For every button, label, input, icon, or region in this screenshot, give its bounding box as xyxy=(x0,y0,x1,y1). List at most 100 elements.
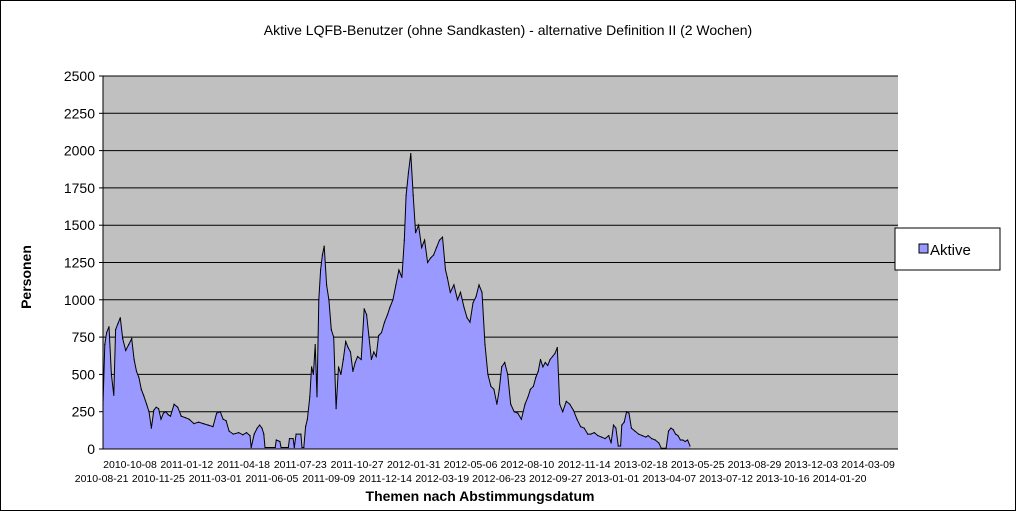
data-point xyxy=(380,332,383,334)
data-point xyxy=(320,269,322,271)
data-point xyxy=(623,421,625,423)
data-point xyxy=(647,435,649,437)
data-point xyxy=(672,429,674,431)
data-point xyxy=(321,254,323,256)
data-point xyxy=(238,432,240,434)
data-point xyxy=(513,411,515,413)
data-point xyxy=(173,403,175,405)
data-point xyxy=(143,394,145,396)
x-tick-label: 2013-12-03 xyxy=(784,459,838,471)
data-point xyxy=(449,291,451,293)
data-point xyxy=(115,329,117,331)
y-tick-label: 1250 xyxy=(64,255,95,271)
data-point xyxy=(587,433,589,435)
data-point xyxy=(389,306,391,308)
area-series-layer xyxy=(102,153,691,449)
x-tick-label: 2012-05-06 xyxy=(444,459,498,471)
data-point xyxy=(263,433,265,435)
data-point xyxy=(256,427,258,429)
x-tick-label: 2010-11-25 xyxy=(132,473,185,485)
data-point xyxy=(106,332,108,334)
chart-title: Aktive LQFB-Benutzer (ohne Sandkasten) -… xyxy=(264,22,752,38)
x-tick-label: 2011-03-01 xyxy=(189,473,242,485)
x-tick-label: 2010-08-21 xyxy=(75,473,129,485)
data-point xyxy=(342,358,344,361)
y-axis-title: Personen xyxy=(18,245,34,309)
data-point xyxy=(459,291,462,293)
data-point xyxy=(335,408,337,410)
data-point xyxy=(326,284,328,286)
data-point xyxy=(572,409,575,411)
data-point xyxy=(337,366,340,368)
data-point xyxy=(667,430,670,432)
y-tick-label: 500 xyxy=(72,366,96,382)
data-point xyxy=(628,412,630,414)
data-point xyxy=(167,414,169,416)
data-point xyxy=(569,403,571,405)
data-point xyxy=(410,153,412,155)
data-point xyxy=(158,408,160,410)
data-point xyxy=(675,433,677,435)
data-point xyxy=(403,239,405,241)
area-fill-aktive xyxy=(103,153,690,449)
data-point xyxy=(113,394,115,396)
data-point xyxy=(478,284,480,286)
data-point xyxy=(177,406,179,408)
data-point xyxy=(456,299,459,301)
data-point xyxy=(222,418,224,420)
data-point xyxy=(684,440,686,443)
data-point xyxy=(549,358,551,361)
x-tick-label: 2013-08-29 xyxy=(728,459,782,471)
data-point xyxy=(398,269,400,271)
x-tick-label: 2013-07-12 xyxy=(699,473,753,485)
data-point xyxy=(481,291,483,293)
data-point xyxy=(626,411,628,413)
data-point xyxy=(216,412,218,414)
data-point xyxy=(110,373,112,375)
data-point xyxy=(133,358,135,361)
data-point xyxy=(590,433,592,435)
data-point xyxy=(131,338,133,340)
data-point xyxy=(316,396,318,398)
y-tick-label: 1000 xyxy=(64,292,95,308)
data-point xyxy=(202,423,204,425)
data-point xyxy=(207,424,209,426)
data-point xyxy=(275,439,277,441)
data-point xyxy=(395,284,397,286)
data-point xyxy=(580,426,582,428)
data-point xyxy=(559,403,561,405)
data-point xyxy=(104,344,106,346)
data-point xyxy=(537,370,539,372)
data-point xyxy=(309,396,311,398)
data-point xyxy=(600,436,603,438)
data-point xyxy=(487,373,489,375)
data-point xyxy=(510,403,512,405)
data-point xyxy=(153,409,155,411)
data-point xyxy=(383,321,386,323)
data-point xyxy=(347,346,349,349)
data-point xyxy=(554,352,556,355)
data-point xyxy=(155,406,157,408)
data-point xyxy=(253,433,255,435)
data-point xyxy=(576,418,578,420)
x-tick-label: 2011-06-05 xyxy=(245,473,298,485)
x-tick-label: 2010-10-08 xyxy=(103,459,157,471)
x-tick-label: 2011-07-23 xyxy=(274,459,327,471)
data-point xyxy=(311,366,313,368)
data-point xyxy=(679,439,682,441)
data-point xyxy=(318,299,320,301)
data-point xyxy=(610,442,612,444)
data-point xyxy=(368,336,370,338)
data-point xyxy=(354,361,356,364)
y-tick-label: 0 xyxy=(87,441,95,457)
y-tick-label: 1750 xyxy=(64,180,95,196)
x-axis-ticks: 2010-10-08 2011-01-12 2011-04-18 2011-07-23… xyxy=(75,459,895,485)
data-point xyxy=(228,430,230,432)
data-point xyxy=(597,435,599,437)
data-point xyxy=(360,358,362,361)
data-point xyxy=(529,388,532,390)
data-point xyxy=(421,247,423,249)
x-tick-label: 2013-05-25 xyxy=(671,459,725,471)
data-point xyxy=(441,236,444,238)
data-point xyxy=(501,366,503,368)
